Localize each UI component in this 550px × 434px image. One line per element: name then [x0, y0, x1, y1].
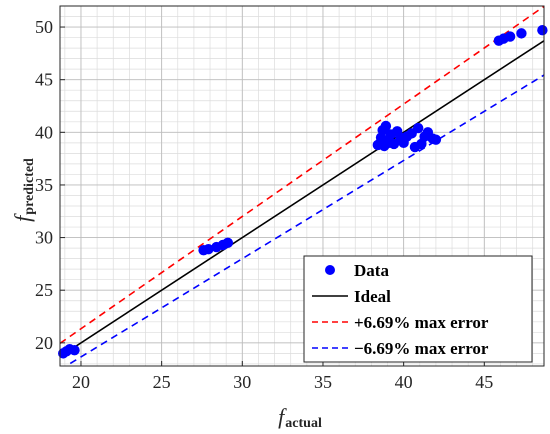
upper-error-line — [60, 6, 544, 345]
data-point — [516, 28, 527, 39]
y-tick-label: 25 — [35, 280, 53, 300]
legend-marker-data — [325, 265, 335, 275]
data-point — [203, 243, 214, 255]
x-axis-label: factual — [278, 404, 322, 431]
y-tick-label: 35 — [35, 175, 53, 195]
y-tick-label: 20 — [35, 333, 53, 353]
y-axis-label: fpredicted — [10, 158, 37, 222]
legend-label-ideal: Ideal — [354, 287, 391, 306]
y-tick-label: 50 — [35, 17, 53, 37]
data-point — [430, 134, 442, 145]
data-point — [380, 120, 392, 132]
x-tick-label: 20 — [72, 372, 90, 392]
data-point — [383, 137, 395, 149]
data-point — [537, 25, 548, 36]
data-points — [58, 25, 548, 359]
x-tick-labels: 20 25 30 35 40 45 — [72, 361, 493, 392]
y-tick-label: 40 — [35, 122, 53, 142]
legend-label-data: Data — [354, 261, 389, 280]
data-point — [375, 136, 387, 147]
legend: Data Ideal +6.69% max error −6.69% max e… — [303, 255, 533, 363]
reference-lines — [60, 6, 544, 366]
x-tick-label: 35 — [314, 372, 332, 392]
x-tick-label: 30 — [233, 372, 251, 392]
data-point — [69, 345, 80, 356]
data-point — [412, 122, 424, 134]
legend-label-upper: +6.69% max error — [354, 313, 489, 332]
y-tick-label: 30 — [35, 228, 53, 248]
legend-box — [303, 255, 533, 363]
major-gridlines — [60, 6, 544, 366]
x-tick-label: 25 — [153, 372, 171, 392]
legend-label-lower: −6.69% max error — [354, 339, 489, 358]
y-tick-label: 45 — [35, 70, 53, 90]
data-point — [222, 237, 233, 249]
y-tick-labels: 20 25 30 35 40 45 50 — [35, 17, 65, 353]
x-tick-label: 40 — [395, 372, 413, 392]
ideal-line — [60, 40, 544, 358]
x-tick-label: 45 — [475, 372, 493, 392]
plot-frame — [59, 5, 545, 367]
lower-error-line — [64, 74, 544, 366]
data-point — [504, 31, 516, 42]
